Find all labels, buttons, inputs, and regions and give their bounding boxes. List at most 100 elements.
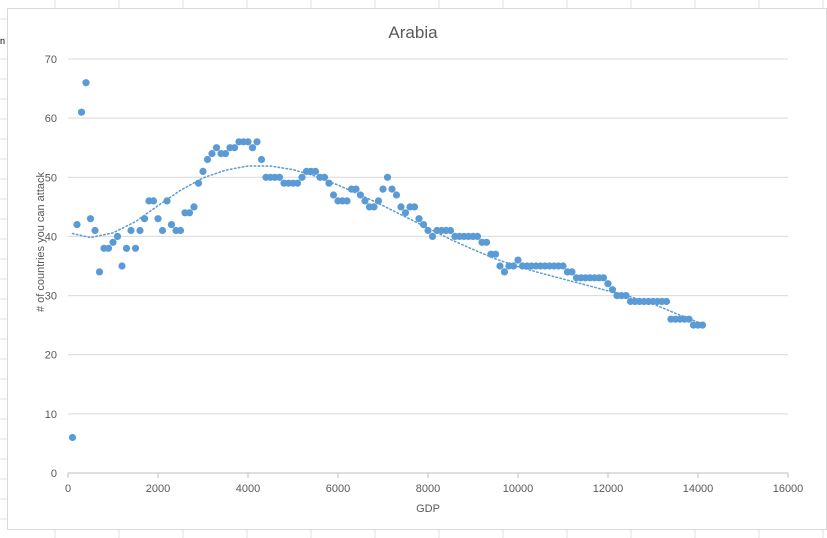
data-point[interactable] (275, 173, 284, 181)
data-point[interactable] (158, 226, 167, 235)
data-point[interactable] (185, 209, 194, 217)
data-point[interactable] (230, 144, 239, 152)
data-point[interactable] (221, 150, 230, 158)
data-point[interactable] (68, 433, 77, 442)
data-point[interactable] (496, 262, 504, 270)
data-point[interactable] (248, 144, 257, 152)
data-point[interactable] (343, 197, 351, 205)
data-point[interactable] (194, 179, 203, 187)
data-point[interactable] (325, 179, 333, 187)
data-point[interactable] (82, 79, 90, 87)
data-point[interactable] (473, 232, 482, 240)
x-tick-label: 2000 (146, 483, 170, 495)
data-point[interactable] (163, 197, 171, 205)
data-point[interactable] (356, 191, 365, 199)
y-tick-label: 30 (45, 291, 57, 303)
data-point[interactable] (208, 150, 216, 158)
chart-area[interactable] (7, 8, 827, 530)
data-point[interactable] (140, 215, 149, 223)
data-point[interactable] (190, 203, 198, 211)
data-point[interactable] (599, 274, 608, 282)
data-point[interactable] (622, 292, 630, 300)
data-point[interactable] (383, 173, 392, 181)
data-point[interactable] (428, 232, 437, 240)
data-point[interactable] (514, 256, 522, 264)
data-point[interactable] (311, 167, 320, 175)
data-point[interactable] (698, 321, 707, 329)
gridlines (68, 58, 788, 474)
trendline-layer (71, 165, 699, 323)
data-point[interactable] (401, 209, 410, 217)
x-tick-label: 4000 (236, 483, 260, 495)
x-tick-label: 10000 (503, 483, 534, 495)
data-point[interactable] (113, 232, 122, 240)
data-point[interactable] (203, 155, 212, 164)
data-point[interactable] (509, 262, 518, 270)
data-point[interactable] (374, 197, 383, 205)
data-point[interactable] (608, 286, 617, 294)
data-point[interactable] (118, 262, 126, 270)
data-point[interactable] (244, 138, 252, 146)
data-point[interactable] (410, 203, 419, 211)
data-point[interactable] (122, 244, 131, 252)
y-tick-label: 60 (45, 113, 57, 125)
data-point[interactable] (86, 215, 95, 223)
data-point[interactable] (77, 108, 86, 116)
x-tick-label: 14000 (683, 483, 714, 495)
chart-title: Arabia (388, 23, 438, 42)
data-point[interactable] (446, 226, 455, 235)
y-tick-label: 40 (45, 231, 57, 243)
data-point[interactable] (685, 315, 693, 323)
data-point[interactable] (559, 262, 567, 270)
data-point[interactable] (500, 268, 509, 276)
data-point[interactable] (419, 221, 428, 229)
data-point[interactable] (167, 221, 176, 229)
data-point[interactable] (257, 155, 266, 164)
data-point[interactable] (370, 203, 378, 211)
data-point[interactable] (136, 226, 144, 235)
x-axis-label: GDP (416, 503, 440, 515)
data-point[interactable] (397, 203, 405, 211)
data-point[interactable] (127, 226, 135, 235)
data-point[interactable] (424, 226, 432, 235)
data-point[interactable] (253, 138, 261, 146)
data-point[interactable] (73, 221, 81, 229)
y-tick-label: 0 (51, 468, 57, 480)
x-tick-label: 8000 (416, 483, 440, 495)
y-tick-label: 70 (45, 54, 57, 66)
y-axis-label: # of countries you can attack (35, 171, 47, 312)
data-point[interactable] (199, 167, 207, 175)
data-point[interactable] (662, 297, 671, 306)
data-point[interactable] (491, 250, 500, 258)
data-point[interactable] (104, 244, 113, 252)
data-point[interactable] (352, 185, 360, 193)
data-point[interactable] (361, 197, 369, 205)
data-point[interactable] (95, 268, 104, 276)
data-point[interactable] (91, 226, 99, 235)
data-point[interactable] (329, 191, 338, 199)
data-point[interactable] (392, 191, 401, 199)
data-point[interactable] (388, 185, 396, 193)
x-axis-ticks: 0 2000 4000 6000 8000 10000 12000 14000 16000 (65, 473, 803, 495)
x-tick-label: 6000 (326, 483, 350, 495)
data-point[interactable] (109, 238, 117, 246)
x-tick-label: 12000 (593, 483, 624, 495)
x-tick-label: 0 (65, 483, 71, 495)
data-point[interactable] (379, 185, 387, 193)
data-point[interactable] (320, 173, 329, 181)
data-point[interactable] (176, 226, 185, 235)
data-point[interactable] (482, 238, 491, 246)
data-point[interactable] (568, 268, 576, 276)
data-point[interactable] (149, 197, 158, 205)
y-tick-label: 20 (45, 350, 57, 362)
data-point[interactable] (415, 215, 423, 223)
y-tick-label: 50 (45, 172, 57, 184)
cell-text-fragment: n (0, 36, 6, 46)
data-point[interactable] (212, 144, 221, 152)
data-point[interactable] (293, 179, 302, 187)
data-point[interactable] (604, 280, 612, 288)
data-point[interactable] (131, 244, 140, 252)
data-point[interactable] (298, 173, 306, 181)
data-point[interactable] (154, 215, 162, 223)
